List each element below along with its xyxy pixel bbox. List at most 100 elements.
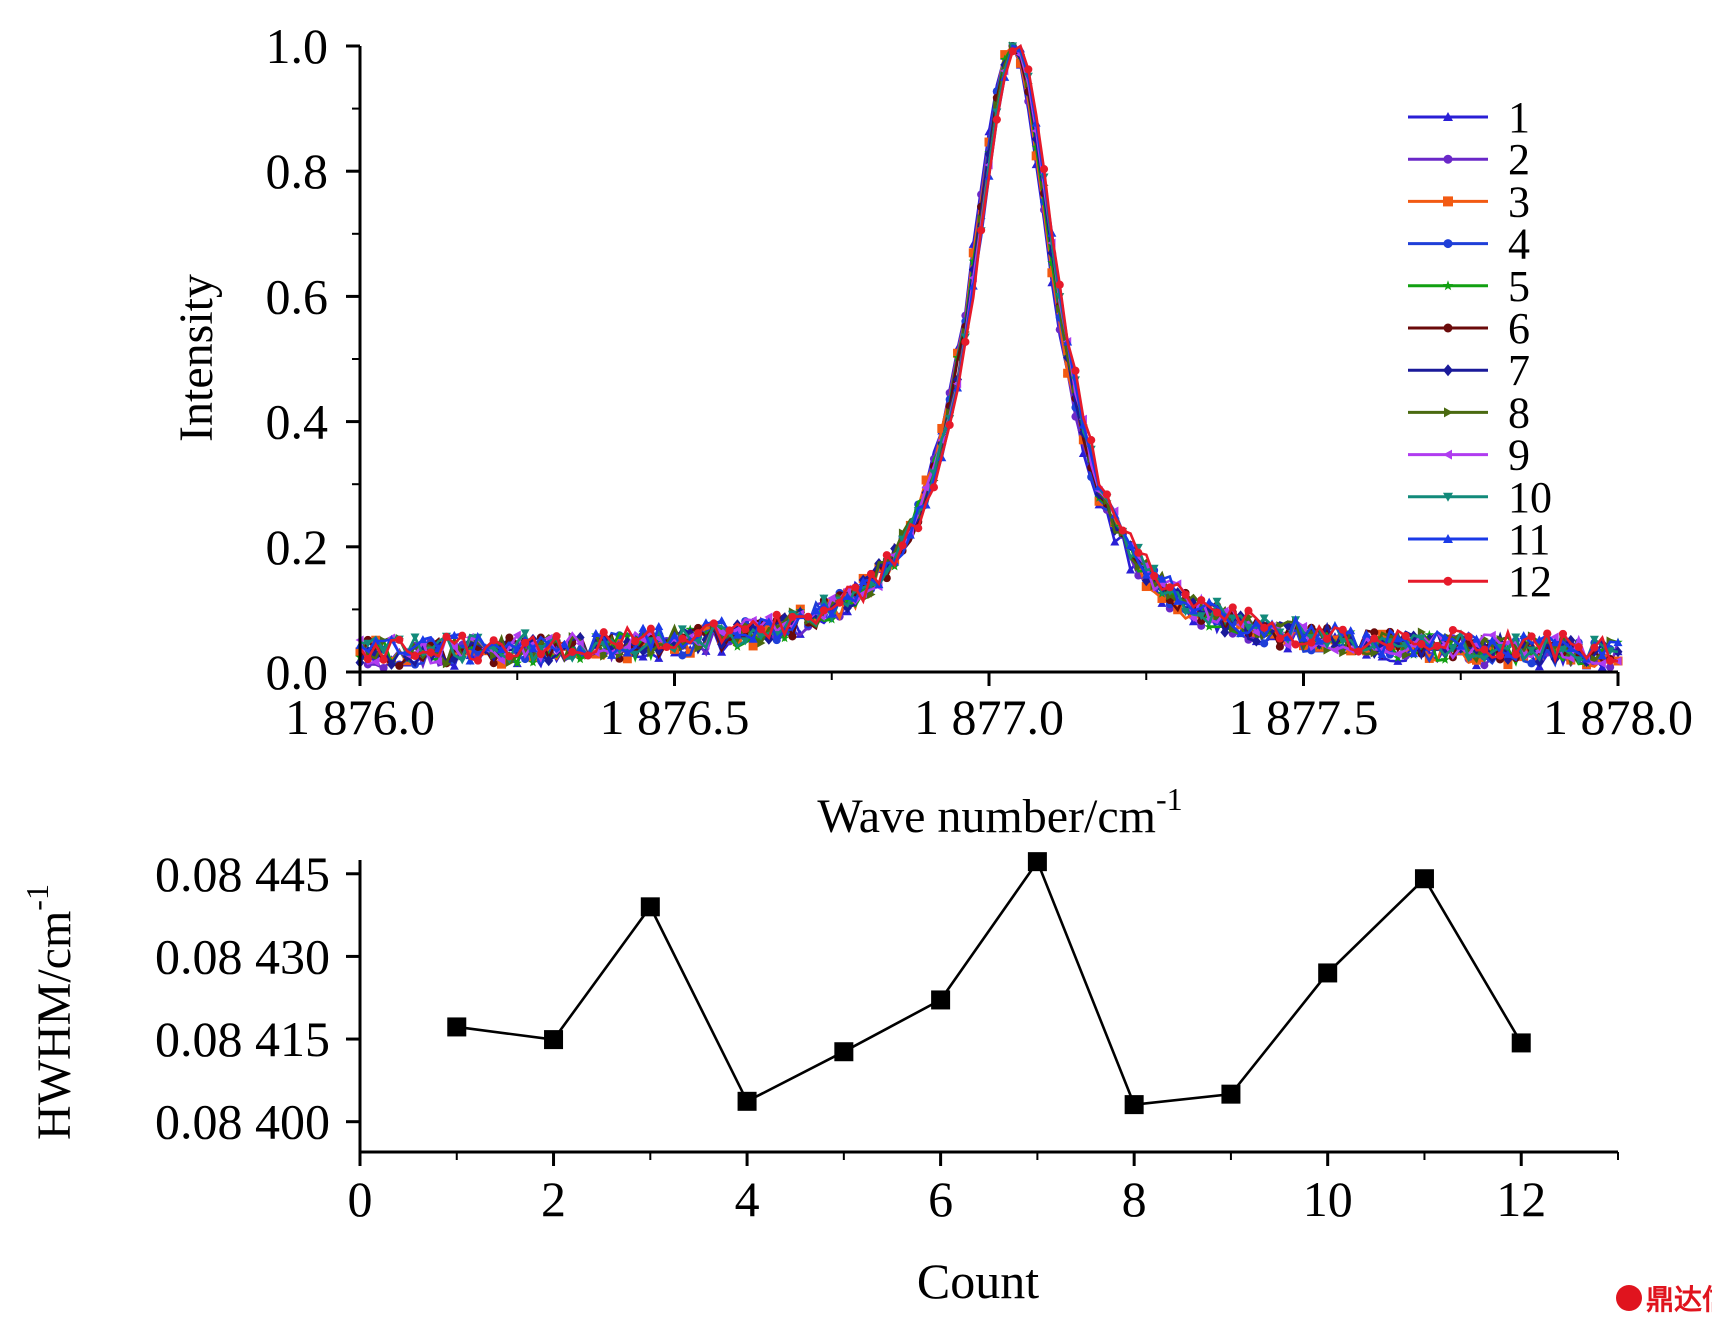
spectrum-point: [1181, 607, 1191, 617]
spectrum-point: [567, 654, 577, 663]
spectrum-point: [1354, 647, 1363, 656]
hwhm-y-tick-label: 0.08 445: [155, 846, 330, 902]
spectrum-point: [1417, 640, 1426, 649]
legend-entry-8: 8: [1408, 388, 1530, 437]
legend-entry-1: 1: [1408, 93, 1530, 142]
spectrum-point: [1464, 632, 1473, 641]
spectrum-point: [1157, 593, 1167, 603]
legend-label: 10: [1508, 473, 1552, 522]
spectrum-point: [858, 576, 868, 586]
spectrum-point: [1558, 645, 1568, 654]
spectrum-point: [1519, 631, 1529, 640]
spectrum-point: [788, 632, 797, 641]
spectrum-point: [505, 652, 514, 661]
spectrum-point: [1165, 583, 1174, 592]
spectrum-point: [1110, 537, 1120, 546]
spectrum-point: [867, 570, 876, 579]
legend-label: 6: [1508, 304, 1530, 353]
spectrum-point: [945, 420, 954, 430]
spectrum-chart: 1 876.0 1 876.5 1 877.0 1 877.5 1 878.0 0.0 0.…: [170, 18, 1693, 843]
hwhm-point: [834, 1042, 854, 1062]
spectrum-point: [1527, 659, 1536, 668]
spectrum-point: [630, 650, 640, 659]
spectrum-point: [434, 657, 443, 667]
spectrum-point: [1574, 643, 1583, 652]
spectrum-point: [1283, 644, 1293, 653]
spectrum-point: [1589, 635, 1599, 644]
spectrum-point: [1527, 632, 1536, 641]
spectrum-point: [740, 637, 750, 646]
spectrum-point: [1393, 634, 1403, 643]
hwhm-point: [1511, 1033, 1531, 1053]
spectrum-y-tick-label: 0.2: [266, 519, 329, 575]
spectrum-point: [929, 483, 939, 492]
spectrum-point: [1402, 650, 1411, 660]
spectrum-point: [583, 651, 593, 660]
spectrum-point: [646, 624, 655, 633]
spectrum-point: [1236, 629, 1246, 638]
spectrum-point: [1409, 649, 1419, 658]
spectrum-point: [536, 650, 545, 659]
spectrum-point: [1299, 621, 1308, 631]
legend-entry-4: 4: [1408, 220, 1530, 269]
spectrum-point: [631, 637, 640, 646]
spectrum-y-tick-label: 0.0: [266, 644, 329, 700]
spectrum-point: [1228, 614, 1238, 623]
spectrum-point: [1047, 268, 1057, 278]
spectrum-point: [1260, 639, 1269, 648]
hwhm-y-tick-label: 0.08 400: [155, 1094, 330, 1150]
spectrum-point: [465, 656, 475, 665]
spectrum-point: [1448, 625, 1457, 635]
hwhm-point: [737, 1091, 757, 1111]
spectrum-point: [1440, 633, 1450, 642]
spectrum-point: [968, 248, 978, 258]
hwhm-series: [447, 852, 1531, 1115]
spectrum-point: [521, 654, 530, 664]
spectrum-point: [1166, 591, 1175, 601]
spectrum-point: [1433, 641, 1442, 650]
spectrum-point: [1299, 633, 1308, 642]
spectrum-point: [1606, 656, 1615, 665]
spectrum-point: [591, 628, 601, 638]
hwhm-x-tick-label: 8: [1122, 1171, 1147, 1227]
spectrum-point: [371, 636, 381, 645]
spectrum-point: [1339, 648, 1348, 658]
legend-marker: [1443, 449, 1452, 460]
spectrum-y-axis-title: Intensity: [170, 274, 223, 442]
spectrum-x-tick-label: 1 877.5: [1229, 689, 1379, 745]
spectrum-point: [1590, 643, 1599, 652]
hwhm-y-tick-label: 0.08 415: [155, 1011, 330, 1067]
spectrum-point: [1094, 496, 1104, 506]
spectrum-point: [914, 524, 923, 533]
spectrum-point: [709, 619, 718, 628]
spectrum-point: [1229, 624, 1238, 634]
spectrum-point: [410, 651, 420, 660]
spectrum-point: [1597, 662, 1607, 671]
spectrum-point: [1464, 654, 1474, 663]
spectrum-series-markers: [363, 47, 1615, 665]
spectrum-point: [1393, 656, 1403, 665]
hwhm-point: [1414, 869, 1434, 889]
spectrum-point: [1243, 623, 1253, 632]
legend-entry-5: 5: [1408, 262, 1530, 311]
legend-entry-2: 2: [1408, 135, 1530, 184]
spectrum-point: [1323, 634, 1332, 643]
spectrum-point: [1126, 565, 1136, 574]
spectrum-axes: 1 876.0 1 876.5 1 877.0 1 877.5 1 878.0 0.0 0.…: [266, 18, 1694, 745]
spectrum-point: [1173, 596, 1183, 605]
spectrum-point: [544, 655, 554, 667]
spectrum-x-tick-label: 1 876.5: [600, 689, 750, 745]
spectrum-point: [1511, 633, 1521, 642]
spectrum-point: [1150, 571, 1159, 581]
spectrum-point: [1260, 623, 1269, 632]
spectrum-point: [779, 633, 790, 643]
spectrum-point: [1063, 368, 1073, 378]
spectrum-point: [395, 635, 404, 644]
spectrum-point: [670, 631, 679, 640]
spectrum-point: [842, 591, 852, 601]
spectrum-point: [1134, 562, 1143, 572]
spectrum-point: [1251, 627, 1260, 637]
spectrum-point: [851, 583, 860, 592]
spectrum-point: [1566, 643, 1576, 653]
hwhm-x-axis-title: Count: [917, 1253, 1039, 1309]
